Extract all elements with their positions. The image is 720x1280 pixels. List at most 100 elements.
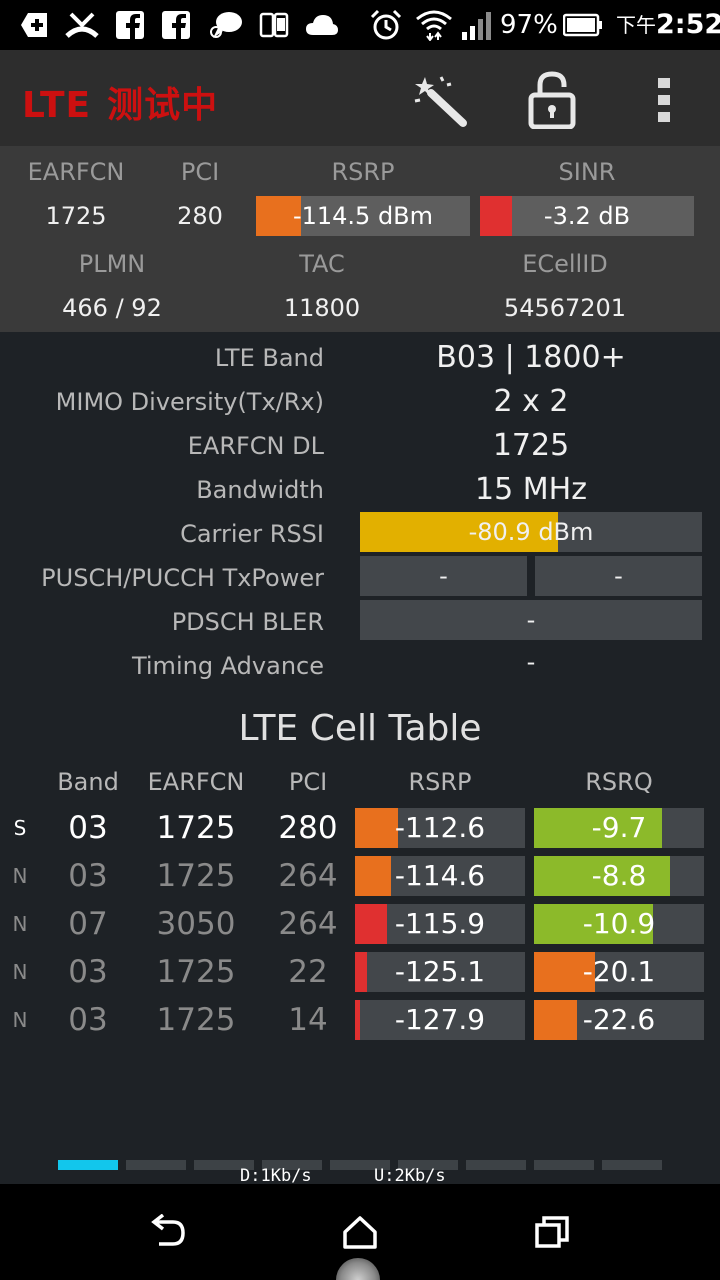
phone-transfer-icon — [258, 8, 290, 42]
ecellid-label: ECellID — [522, 250, 608, 278]
pucch-tx-power: - — [535, 556, 702, 596]
unlock-button[interactable] — [520, 70, 584, 130]
cell-pci: 264 — [278, 858, 338, 894]
recent-apps-button[interactable] — [517, 1204, 587, 1260]
page-dot[interactable] — [398, 1160, 458, 1170]
carrier-rssi-value: -80.9 dBm — [468, 518, 594, 546]
cell-type: N — [12, 912, 28, 936]
earfcn-value: 1725 — [45, 202, 107, 230]
cell-rsrq-value: -8.8 — [591, 859, 647, 892]
cell-rsrq-meter: -9.7 — [534, 808, 704, 848]
overflow-menu-button[interactable] — [632, 70, 696, 130]
cloud-icon — [304, 8, 340, 42]
page-dot[interactable] — [58, 1160, 118, 1170]
rsrp-label: RSRP — [331, 158, 395, 186]
home-button[interactable] — [325, 1204, 395, 1260]
chat-icon — [208, 8, 244, 42]
page-dot[interactable] — [466, 1160, 526, 1170]
status-bar: 97% 下午 2:52 — [0, 0, 720, 50]
back-icon — [151, 1214, 185, 1246]
signal-icon — [460, 8, 494, 42]
sinr-meter: -3.2 dB — [480, 196, 694, 236]
cell-band: 07 — [68, 906, 108, 942]
earfcn-dl-label: EARFCN DL — [187, 432, 324, 460]
page-dot[interactable] — [602, 1160, 662, 1170]
facebook-icon — [114, 8, 146, 42]
cell-type: N — [12, 960, 28, 984]
alarm-icon — [368, 8, 404, 42]
cell-earfcn: 3050 — [156, 906, 236, 942]
cell-rsrp-fill — [355, 1000, 361, 1040]
rsrp-meter: -114.5 dBm — [256, 196, 470, 236]
plmn-label: PLMN — [78, 250, 146, 278]
mimo-label: MIMO Diversity(Tx/Rx) — [55, 388, 324, 416]
col-header-band: Band — [57, 768, 119, 796]
cell-type: S — [13, 816, 27, 840]
cell-rsrq-fill — [534, 808, 662, 848]
cell-band: 03 — [68, 810, 108, 846]
tac-value: 11800 — [283, 294, 361, 322]
cell-rsrp-meter: -115.9 — [355, 904, 525, 944]
carrier-rssi-meter: -80.9 dBm — [360, 512, 702, 552]
home-icon — [343, 1216, 377, 1249]
ecellid-value: 54567201 — [503, 294, 627, 322]
app-title-prefix: LTE — [22, 85, 92, 126]
carrier-rssi-fill — [360, 512, 559, 552]
cell-rsrq-fill — [534, 856, 670, 896]
back-button[interactable] — [132, 1204, 202, 1260]
home-indicator — [336, 1258, 380, 1280]
battery-icon — [562, 8, 604, 42]
cell-earfcn: 1725 — [156, 954, 236, 990]
plmn-value: 466 / 92 — [62, 294, 162, 322]
cell-rsrq-meter: -8.8 — [534, 856, 704, 896]
cell-rsrp-value: -127.9 — [394, 1003, 486, 1036]
bandwidth-value: 15 MHz — [475, 472, 587, 507]
pusch-tx-power-value: - — [439, 562, 448, 590]
cell-rsrq-fill — [534, 1000, 577, 1040]
upload-rate: U:2Kb/s — [374, 1166, 446, 1186]
page-dot[interactable] — [194, 1160, 254, 1170]
mimo-value: 2 x 2 — [493, 384, 569, 419]
sinr-meter-fill — [480, 196, 513, 236]
cell-rsrp-value: -114.6 — [394, 859, 486, 892]
app-bar: LTE 测试中 — [0, 50, 720, 146]
cell-band: 03 — [68, 1002, 108, 1038]
pdsch-bler-label: PDSCH BLER — [171, 608, 324, 636]
main-panel: LTE Band B03 | 1800+ MIMO Diversity(Tx/R… — [0, 332, 720, 1186]
cell-rsrp-value: -125.1 — [394, 955, 486, 988]
cell-earfcn: 1725 — [156, 858, 236, 894]
bandwidth-label: Bandwidth — [196, 476, 324, 504]
rsrp-value: -114.5 dBm — [292, 202, 434, 230]
cell-rsrq-meter: -10.9 — [534, 904, 704, 944]
cell-rsrp-meter: -112.6 — [355, 808, 525, 848]
page-dot[interactable] — [262, 1160, 322, 1170]
rsrp-meter-fill — [256, 196, 301, 236]
cell-rsrq-meter: -22.6 — [534, 1000, 704, 1040]
page-dot[interactable] — [330, 1160, 390, 1170]
lte-band-label: LTE Band — [214, 344, 324, 372]
summary-panel: EARFCN PCI RSRP SINR 1725 280 -114.5 dBm… — [0, 146, 720, 332]
battery-percent: 97% — [500, 10, 558, 40]
carrier-rssi-label: Carrier RSSI — [180, 520, 324, 548]
pdsch-bler-meter: - — [360, 600, 702, 640]
pusch-tx-power: - — [360, 556, 527, 596]
cell-rsrp-fill — [355, 952, 367, 992]
cell-band: 03 — [68, 954, 108, 990]
unlock-icon — [528, 71, 576, 129]
pci-value: 280 — [177, 202, 223, 230]
page-dot[interactable] — [534, 1160, 594, 1170]
tx-power-label: PUSCH/PUCCH TxPower — [41, 564, 324, 592]
sinr-value: -3.2 dB — [543, 202, 631, 230]
magic-wand-button[interactable] — [408, 70, 472, 130]
overflow-menu-icon — [658, 78, 670, 122]
cell-earfcn: 1725 — [156, 1002, 236, 1038]
app-title: LTE 测试中 — [22, 76, 218, 128]
cell-rsrq-fill — [534, 904, 653, 944]
missed-call-icon — [64, 8, 100, 42]
cell-rsrp-meter: -127.9 — [355, 1000, 525, 1040]
cell-rsrp-meter: -125.1 — [355, 952, 525, 992]
download-rate: D:1Kb/s — [240, 1166, 312, 1186]
magic-wand-icon — [414, 76, 467, 127]
cell-rsrp-value: -115.9 — [394, 907, 486, 940]
page-dot[interactable] — [126, 1160, 186, 1170]
